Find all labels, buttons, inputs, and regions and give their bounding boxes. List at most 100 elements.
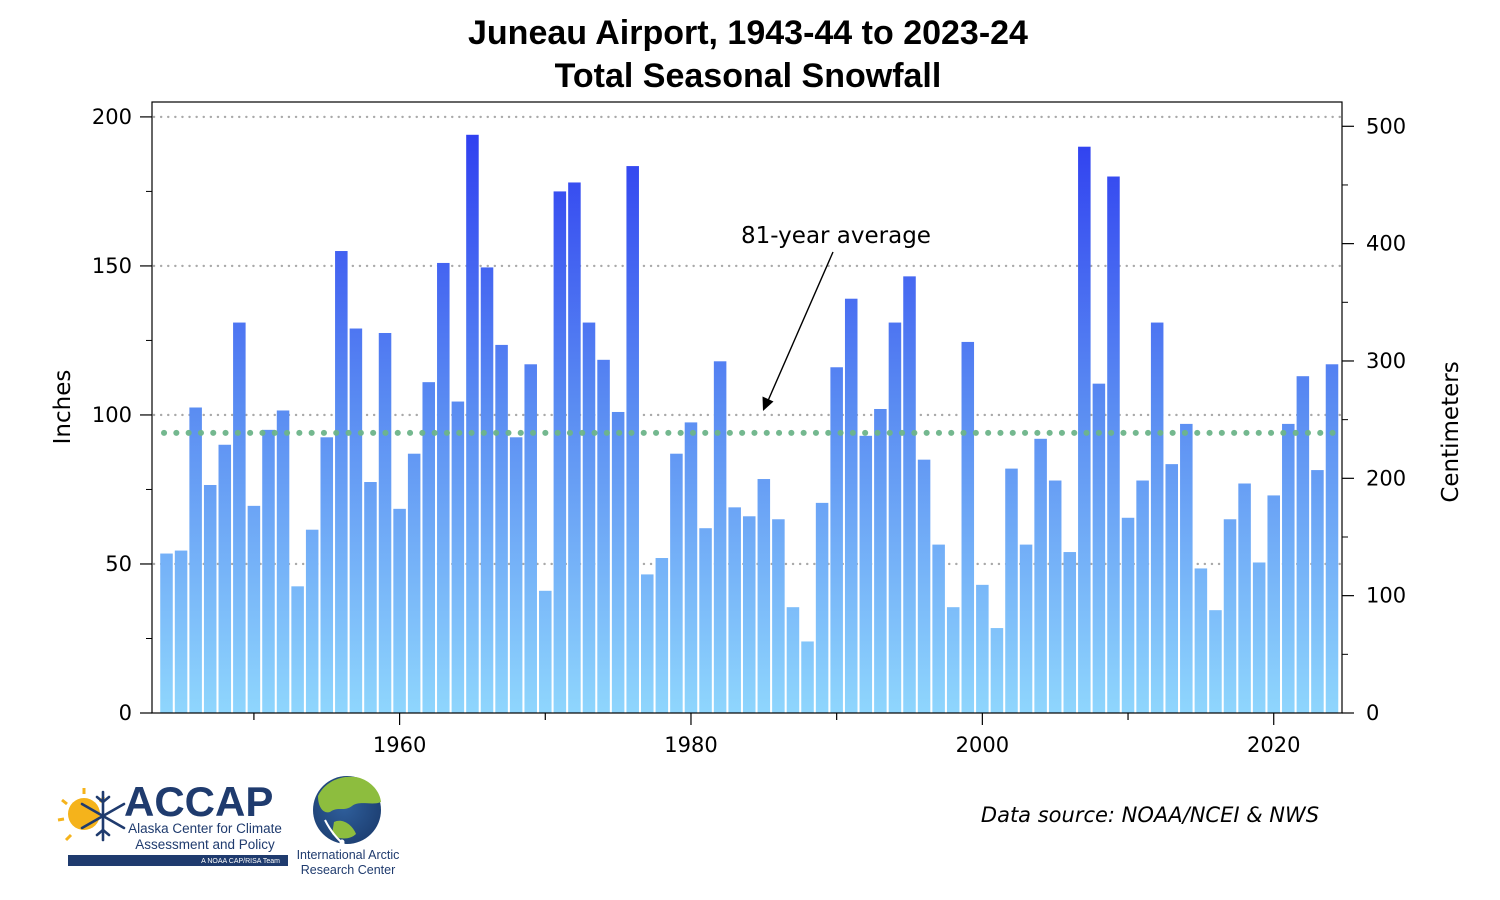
- bar-2005: [1048, 480, 1062, 713]
- bar-1957: [349, 328, 363, 713]
- right-tick-label-0: 0: [1366, 701, 1379, 725]
- bar-1978: [655, 558, 669, 713]
- bar-1962: [422, 382, 436, 713]
- bar-2018: [1238, 483, 1251, 713]
- left-tick-label-100: 100: [92, 403, 132, 427]
- bar-1972: [568, 182, 581, 714]
- bar-1999: [961, 341, 975, 713]
- bar-1959: [378, 332, 392, 713]
- bar-2016: [1209, 610, 1222, 713]
- plot-border: [151, 101, 1343, 714]
- chart-title-line-1: Juneau Airport, 1943-44 to 2023-24: [468, 14, 1028, 52]
- bar-2006: [1063, 552, 1077, 713]
- left-tick-label-200: 200: [92, 105, 132, 129]
- x-tick-label-1960: 1960: [373, 733, 426, 757]
- x-tick-label-2020: 2020: [1247, 733, 1300, 757]
- y-axis-label-right: Centimeters: [1438, 361, 1464, 502]
- bar-1964: [451, 401, 465, 713]
- left-tick-label-150: 150: [92, 254, 132, 278]
- bar-1948: [218, 444, 232, 713]
- bar-2002: [1005, 468, 1018, 713]
- bar-1951: [262, 429, 275, 713]
- average-annotation: 81-year average: [741, 223, 931, 249]
- bar-1976: [626, 166, 639, 713]
- accap-line-2: Assessment and Policy: [135, 837, 275, 852]
- bar-1983: [728, 507, 741, 713]
- accap-line-1: Alaska Center for Climate: [128, 821, 282, 836]
- chart-title-line-2: Total Seasonal Snowfall: [555, 57, 942, 95]
- bar-1960: [393, 508, 406, 713]
- bar-2003: [1019, 544, 1033, 713]
- bar-1977: [641, 574, 654, 713]
- bar-1995: [903, 276, 916, 713]
- bar-1986: [772, 519, 785, 713]
- bar-1956: [335, 251, 348, 713]
- bar-2024: [1325, 364, 1339, 713]
- bar-2014: [1180, 423, 1193, 713]
- iarc-line-1: International Arctic: [297, 848, 400, 862]
- right-tick-label-400: 400: [1366, 232, 1406, 256]
- bar-1998: [946, 607, 960, 713]
- bar-2020: [1267, 495, 1280, 713]
- bar-1969: [524, 364, 537, 713]
- bar-1996: [917, 459, 931, 713]
- bar-1945: [174, 550, 188, 713]
- annotation-arrow: [762, 251, 834, 411]
- bar-2004: [1034, 438, 1047, 713]
- bar-1955: [320, 437, 334, 713]
- bar-2007: [1078, 146, 1091, 713]
- globe-icon: [313, 776, 381, 847]
- bar-1970: [539, 590, 552, 713]
- bar-1979: [670, 453, 683, 713]
- bar-1949: [233, 322, 246, 713]
- data-source: Data source: NOAA/NCEI & NWS: [981, 803, 1319, 827]
- bar-1974: [597, 359, 610, 713]
- plot-frame: [151, 101, 1343, 714]
- x-tick-label-1980: 1980: [664, 733, 717, 757]
- x-tick-label-2000: 2000: [956, 733, 1009, 757]
- bar-1991: [844, 298, 858, 713]
- bar-1993: [874, 408, 887, 713]
- bar-1947: [203, 484, 217, 713]
- bar-1973: [582, 322, 596, 713]
- accap-name: ACCAP: [124, 778, 273, 825]
- bar-1988: [801, 641, 814, 713]
- bars: [160, 134, 1339, 714]
- bar-1992: [859, 435, 873, 713]
- sun-snowflake-icon: [57, 788, 126, 842]
- bar-2008: [1092, 383, 1106, 713]
- right-tick-label-100: 100: [1366, 584, 1406, 608]
- left-tick-label-50: 50: [105, 552, 132, 576]
- bar-1982: [713, 361, 727, 713]
- bar-1975: [611, 411, 625, 713]
- bar-1990: [830, 367, 843, 713]
- bar-1994: [888, 322, 902, 713]
- right-tick-label-300: 300: [1366, 349, 1406, 373]
- bar-1958: [364, 482, 377, 713]
- left-tick-label-0: 0: [119, 701, 132, 725]
- bar-2009: [1107, 176, 1120, 713]
- bar-1985: [757, 479, 771, 713]
- bar-2021: [1282, 423, 1295, 713]
- bar-2022: [1296, 376, 1310, 713]
- iarc-logo: International Arctic Research Center: [297, 776, 400, 877]
- iarc-line-2: Research Center: [301, 863, 396, 877]
- bar-2023: [1311, 470, 1324, 713]
- bar-2019: [1252, 562, 1266, 713]
- y-axis-label-left: Inches: [50, 370, 76, 445]
- bar-2015: [1194, 568, 1208, 713]
- bar-1965: [466, 134, 479, 713]
- bar-2013: [1165, 464, 1179, 713]
- bar-2017: [1223, 519, 1237, 713]
- bar-1966: [480, 267, 494, 713]
- bar-1944: [160, 553, 173, 713]
- bar-2001: [990, 628, 1004, 713]
- bar-2000: [976, 584, 989, 713]
- bar-1967: [495, 344, 508, 713]
- bar-1989: [815, 502, 829, 713]
- bar-1953: [291, 586, 304, 713]
- bar-1954: [305, 529, 319, 713]
- accap-tagline-bar: [68, 855, 288, 866]
- bar-2011: [1136, 480, 1149, 713]
